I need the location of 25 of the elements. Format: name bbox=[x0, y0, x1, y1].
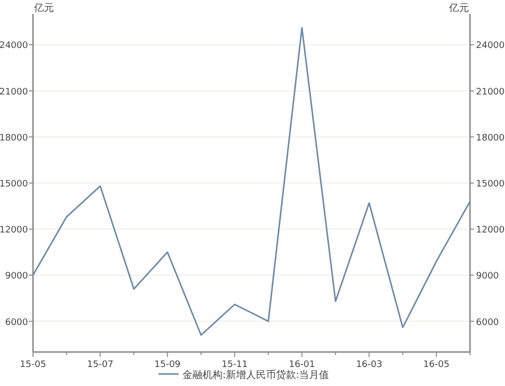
legend-label: 金融机构:新增人民币贷款:当月值 bbox=[182, 369, 330, 381]
y2-tick-label: 9000 bbox=[476, 272, 500, 282]
x-tick-label: 15-11 bbox=[222, 360, 248, 370]
y-tick-label: 24000 bbox=[0, 41, 28, 52]
y-tick-label: 21000 bbox=[0, 87, 28, 98]
y-tick-label: 6000 bbox=[5, 318, 28, 328]
x-tick-label: 15-07 bbox=[87, 360, 114, 370]
y2-tick-label: 18000 bbox=[476, 133, 505, 144]
y2-tick-label: 12000 bbox=[476, 226, 505, 236]
line-series bbox=[32, 27, 471, 336]
y2-tick-label: 24000 bbox=[476, 41, 505, 52]
y-tick-label: 15000 bbox=[0, 180, 28, 190]
x-tick-label: 16-03 bbox=[356, 360, 382, 370]
y2-tick-label: 15000 bbox=[476, 180, 505, 190]
y-axis-title: 亿元 bbox=[33, 3, 54, 14]
y2-axis-title: 亿元 bbox=[448, 3, 469, 14]
x-tick-label: 15-09 bbox=[154, 360, 181, 370]
y2-tick-label: 21000 bbox=[476, 87, 505, 98]
y2-tick-label: 6000 bbox=[476, 318, 500, 328]
x-tick-label: 15-05 bbox=[20, 360, 46, 370]
x-tick-label: 16-01 bbox=[288, 360, 315, 370]
y-tick-label: 18000 bbox=[0, 133, 28, 144]
x-tick-label: 16-05 bbox=[423, 360, 450, 370]
y-tick-label: 12000 bbox=[0, 226, 28, 236]
y-tick-label: 9000 bbox=[5, 272, 28, 282]
